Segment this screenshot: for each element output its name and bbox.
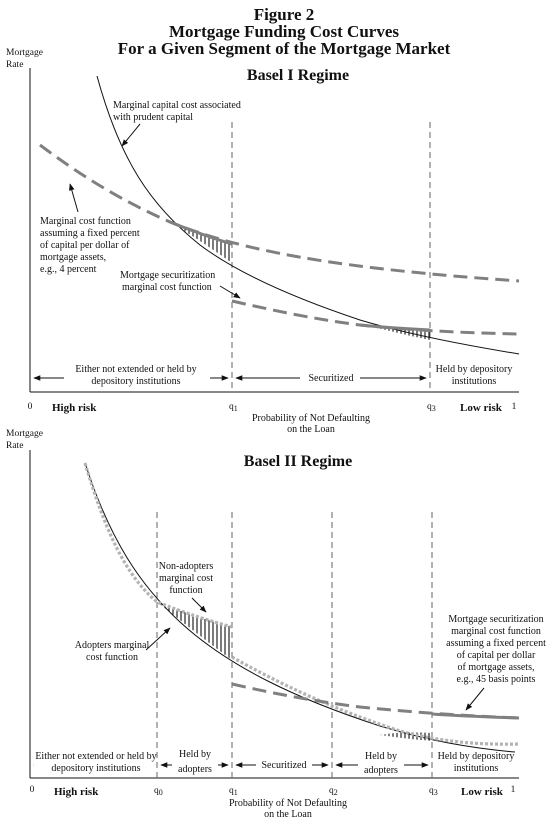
basel1-x-one: 1	[512, 402, 517, 412]
basel1-prudent-capital-curve	[96, 75, 520, 355]
basel2-region2-2: adopters	[178, 764, 212, 775]
figure-title: Mortgage Funding Cost Curves	[169, 22, 399, 41]
basel1-annotation-securitization-pointer	[219, 285, 241, 299]
basel1-title: Basel I Regime	[247, 67, 349, 84]
basel2-region1-2: depository institutions	[51, 763, 140, 774]
basel2-q2-label: q2	[329, 786, 338, 797]
basel1-annotation-fixed-5: e.g., 4 percent	[40, 264, 97, 275]
basel1-hatch-area-left	[170, 222, 232, 263]
basel1-annotation-prudent-pointer	[121, 123, 141, 147]
basel2-region3: Securitized	[262, 760, 307, 771]
basel1-securitization-solid-segment	[359, 323, 431, 332]
basel1-annotation-prudent-1: Marginal capital cost associated	[113, 100, 241, 111]
basel2-hatch-area-right	[380, 732, 432, 741]
basel2-x-low-risk: Low risk	[461, 786, 504, 798]
basel2-region1-1: Either not extended or held by	[35, 751, 156, 762]
basel2-x-one: 1	[511, 785, 516, 795]
basel1-securitization-curve	[231, 299, 520, 336]
basel2-region2-1: Held by	[179, 749, 211, 760]
basel2-annotation-securitization-6: e.g., 45 basis points	[457, 674, 536, 685]
basel2-panel: Mortgage Rate Basel II Regime Non-adopte…	[6, 429, 546, 820]
basel2-region5-2: institutions	[454, 763, 499, 774]
figure-number: Figure 2	[254, 5, 315, 24]
basel1-y-axis-label: Mortgage	[6, 48, 43, 58]
basel2-nonadopters-curve	[83, 462, 233, 629]
basel1-annotation-fixed-1: Marginal cost function	[40, 216, 131, 227]
basel1-region-mid: Securitized	[309, 373, 354, 384]
basel1-annotation-securitization-1: Mortgage securitization	[120, 270, 215, 281]
basel2-annotation-securitization-pointer	[465, 687, 485, 711]
basel2-x-high-risk: High risk	[54, 786, 99, 798]
basel1-x-title-2: on the Loan	[287, 424, 335, 435]
basel2-annotation-securitization-5: of mortgage assets,	[458, 662, 535, 673]
basel1-region-left-1b: Either not extended or held by	[75, 364, 196, 375]
basel2-x-title-1: Probability of Not Defaulting	[229, 798, 347, 809]
basel2-annotation-securitization-1: Mortgage securitization	[448, 614, 543, 625]
basel2-y-axis-label-2: Rate	[6, 441, 23, 451]
basel2-annotation-adopters-2: cost function	[86, 652, 138, 663]
basel1-region-right-2: institutions	[452, 376, 497, 387]
basel1-region-left-2b: depository institutions	[91, 376, 180, 387]
basel2-annotation-nonadopters-3: function	[169, 585, 202, 596]
basel2-q3-label: q3	[429, 786, 438, 797]
basel2-annotation-securitization-4: of capital per dollar	[457, 650, 536, 661]
basel1-fixed-capital-curve	[39, 143, 520, 283]
basel1-y-axis-label-2: Rate	[6, 60, 23, 70]
basel1-region-right-1: Held by depository	[436, 364, 513, 375]
basel2-annotation-securitization-2: marginal cost function	[451, 626, 541, 637]
basel1-x-high-risk: High risk	[52, 402, 97, 414]
basel1-x-zero: 0	[28, 402, 33, 412]
basel1-annotation-fixed-4: mortgage assets,	[40, 252, 106, 263]
basel1-annotation-fixed-2: assuming a fixed percent	[40, 228, 140, 239]
basel2-annotation-adopters-1: Adopters marginal	[75, 640, 150, 651]
basel1-q1-label: q1	[229, 402, 238, 413]
basel2-x-title-2: on the Loan	[264, 809, 312, 820]
basel1-annotation-prudent-2: with prudent capital	[113, 112, 193, 123]
basel2-annotation-nonadopters-1: Non-adopters	[159, 561, 214, 572]
basel1-annotation-fixed-3: of capital per dollar of	[40, 240, 130, 251]
basel1-panel: Basel I Regime Mortgage Rate Marginal ca…	[6, 48, 520, 435]
figure-subtitle: For a Given Segment of the Mortgage Mark…	[118, 39, 451, 58]
basel2-title: Basel II Regime	[244, 453, 352, 470]
basel1-annotation-securitization-2: marginal cost function	[122, 282, 212, 293]
basel2-adopters-curve	[84, 462, 516, 753]
basel1-x-low-risk: Low risk	[460, 402, 503, 414]
basel2-securitization-solid-segment	[431, 712, 520, 720]
basel2-annotation-nonadopters-2: marginal cost	[159, 573, 213, 584]
basel2-annotation-nonadopters-pointer	[191, 597, 207, 613]
basel2-annotation-adopters-pointer	[145, 627, 171, 651]
basel2-region4-1: Held by	[365, 751, 397, 762]
basel2-y-axis-label: Mortgage	[6, 429, 43, 439]
basel2-region4-2: adopters	[364, 765, 398, 776]
basel2-hatch-area-left	[157, 602, 232, 660]
basel1-annotation-fixed-pointer	[69, 183, 79, 213]
basel2-q1-label: q1	[229, 786, 238, 797]
basel1-q3-label: q3	[427, 402, 436, 413]
basel2-annotation-securitization-3: assuming a fixed percent	[446, 638, 546, 649]
basel2-q0-label: q0	[154, 786, 163, 797]
basel2-x-zero: 0	[30, 785, 35, 795]
basel1-fixed-capital-solid-segment	[169, 220, 233, 246]
basel2-nonadopters-curve-lower	[231, 655, 520, 746]
basel2-securitization-curve	[231, 682, 520, 720]
basel1-x-title-1: Probability of Not Defaulting	[252, 413, 370, 424]
basel2-region5-1: Held by depository	[438, 751, 515, 762]
